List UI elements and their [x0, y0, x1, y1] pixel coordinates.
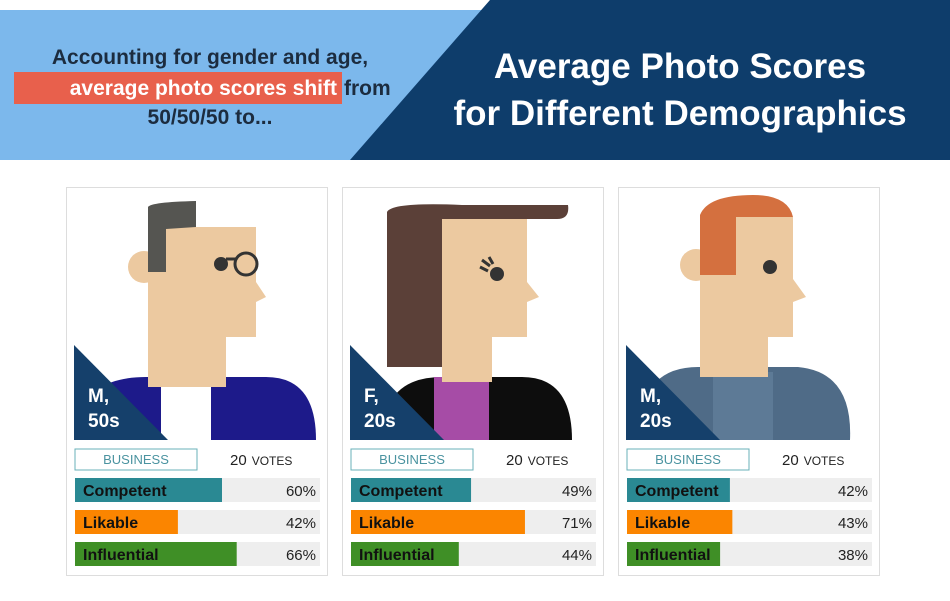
- eye: [490, 267, 504, 281]
- gender: M,: [640, 386, 661, 407]
- metric-value: 66%: [286, 547, 316, 564]
- tag-box: [350, 448, 474, 471]
- title: for Different Demographics: [453, 94, 906, 133]
- tag: BUSINESS: [655, 452, 721, 467]
- eye: [763, 260, 777, 274]
- badge: [74, 345, 168, 440]
- bar: [351, 542, 459, 566]
- metric-value: 42%: [286, 515, 316, 532]
- title: Average Photo Scores: [494, 47, 866, 86]
- hoodie-neck: [713, 372, 773, 440]
- metric-value: 42%: [838, 483, 868, 500]
- bar: [75, 542, 237, 566]
- card: F, 20s BUSINESS 20 VOTES Competent 49% Likable 7…: [342, 187, 604, 576]
- hair: [148, 201, 196, 272]
- metric-name: Influential: [359, 547, 435, 564]
- hair: [700, 195, 793, 275]
- metric-value: 60%: [286, 483, 316, 500]
- gender: M,: [88, 386, 109, 407]
- tag-box: [74, 448, 198, 471]
- metric-value: 71%: [562, 515, 592, 532]
- portrait: [382, 204, 572, 440]
- bar: [351, 510, 525, 534]
- age: 20s: [364, 411, 396, 432]
- metric-value: 43%: [838, 515, 868, 532]
- metric-name: Competent: [635, 483, 719, 500]
- votes-label: VOTES: [804, 454, 845, 468]
- lashes: [479, 256, 495, 273]
- title-band: [350, 0, 950, 160]
- top-middle: [434, 377, 489, 440]
- card: M, 50s BUSINESS 20 VOTES Competent 60% Likable 4…: [66, 187, 328, 576]
- intro-highlight: average photo scores shift: [70, 77, 337, 100]
- votes: 20: [230, 452, 247, 469]
- metric-name: Likable: [635, 515, 690, 532]
- bar: [627, 542, 721, 566]
- face: [442, 217, 539, 382]
- intro-text: from: [344, 77, 391, 100]
- intro-text: Accounting for gender and age,: [52, 46, 368, 69]
- tag: BUSINESS: [103, 452, 169, 467]
- votes-text: 20 VOTES: [506, 452, 568, 469]
- metric-name: Competent: [359, 483, 443, 500]
- votes-text: 20 VOTES: [230, 452, 292, 469]
- intro-text: 50/50/50 to...: [148, 106, 273, 129]
- card: M, 20s BUSINESS 20 VOTES Competent 42% Likable 4…: [618, 187, 880, 576]
- metric-name: Likable: [359, 515, 414, 532]
- votes: 20: [782, 452, 799, 469]
- highlight-box: [14, 72, 342, 104]
- bar: [627, 478, 730, 502]
- badge: [626, 345, 720, 440]
- glasses: [233, 251, 259, 277]
- tag-box: [626, 448, 750, 471]
- metric-name: Likable: [83, 515, 138, 532]
- collar: [161, 377, 211, 440]
- votes-label: VOTES: [528, 454, 569, 468]
- votes-label: VOTES: [252, 454, 293, 468]
- votes: 20: [506, 452, 523, 469]
- bar: [627, 510, 733, 534]
- badge: [350, 345, 444, 440]
- tag: BUSINESS: [379, 452, 445, 467]
- votes-text: 20 VOTES: [782, 452, 844, 469]
- eye: [214, 257, 228, 271]
- metric-name: Influential: [83, 547, 159, 564]
- hair: [387, 204, 569, 367]
- metric-name: Competent: [83, 483, 167, 500]
- metric-value: 44%: [562, 547, 592, 564]
- age: 20s: [640, 411, 672, 432]
- metric-value: 38%: [838, 547, 868, 564]
- metric-value: 49%: [562, 483, 592, 500]
- metric-name: Influential: [635, 547, 711, 564]
- age: 50s: [88, 411, 120, 432]
- gender: F,: [364, 386, 379, 407]
- bar: [75, 510, 178, 534]
- bar: [351, 478, 472, 502]
- bar: [75, 478, 222, 502]
